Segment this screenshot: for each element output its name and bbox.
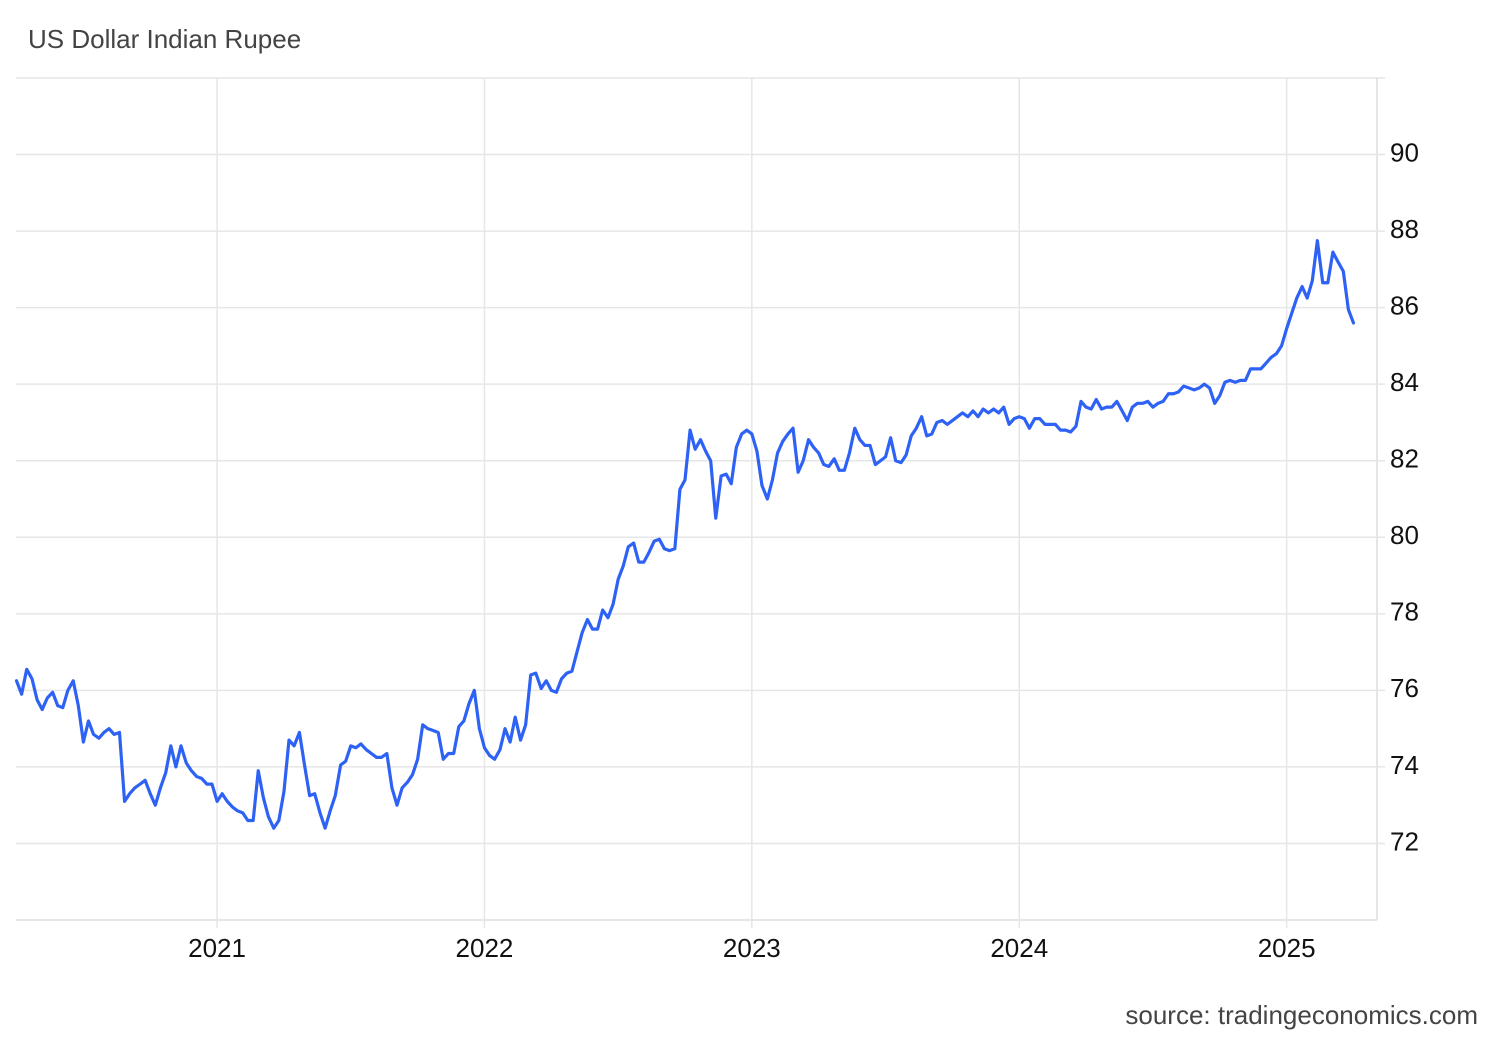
- y-tick-label: 82: [1390, 444, 1419, 474]
- y-tick-label: 88: [1390, 214, 1419, 244]
- y-tick-label: 80: [1390, 520, 1419, 550]
- x-tick-label: 2022: [456, 933, 514, 963]
- y-tick-label: 74: [1390, 750, 1419, 780]
- y-tick-label: 78: [1390, 597, 1419, 627]
- y-tick-label: 76: [1390, 673, 1419, 703]
- y-tick-label: 84: [1390, 367, 1419, 397]
- data-line: [14, 239, 1356, 830]
- y-tick-label: 90: [1390, 137, 1419, 167]
- source-note: source: tradingeconomics.com: [1125, 1000, 1478, 1030]
- x-tick-label: 2024: [990, 933, 1048, 963]
- y-tick-label: 86: [1390, 291, 1419, 321]
- x-tick-label: 2025: [1258, 933, 1316, 963]
- chart-title: US Dollar Indian Rupee: [28, 24, 301, 54]
- y-tick-label: 72: [1390, 826, 1419, 856]
- x-tick-label: 2023: [723, 933, 781, 963]
- x-tick-label: 2021: [188, 933, 246, 963]
